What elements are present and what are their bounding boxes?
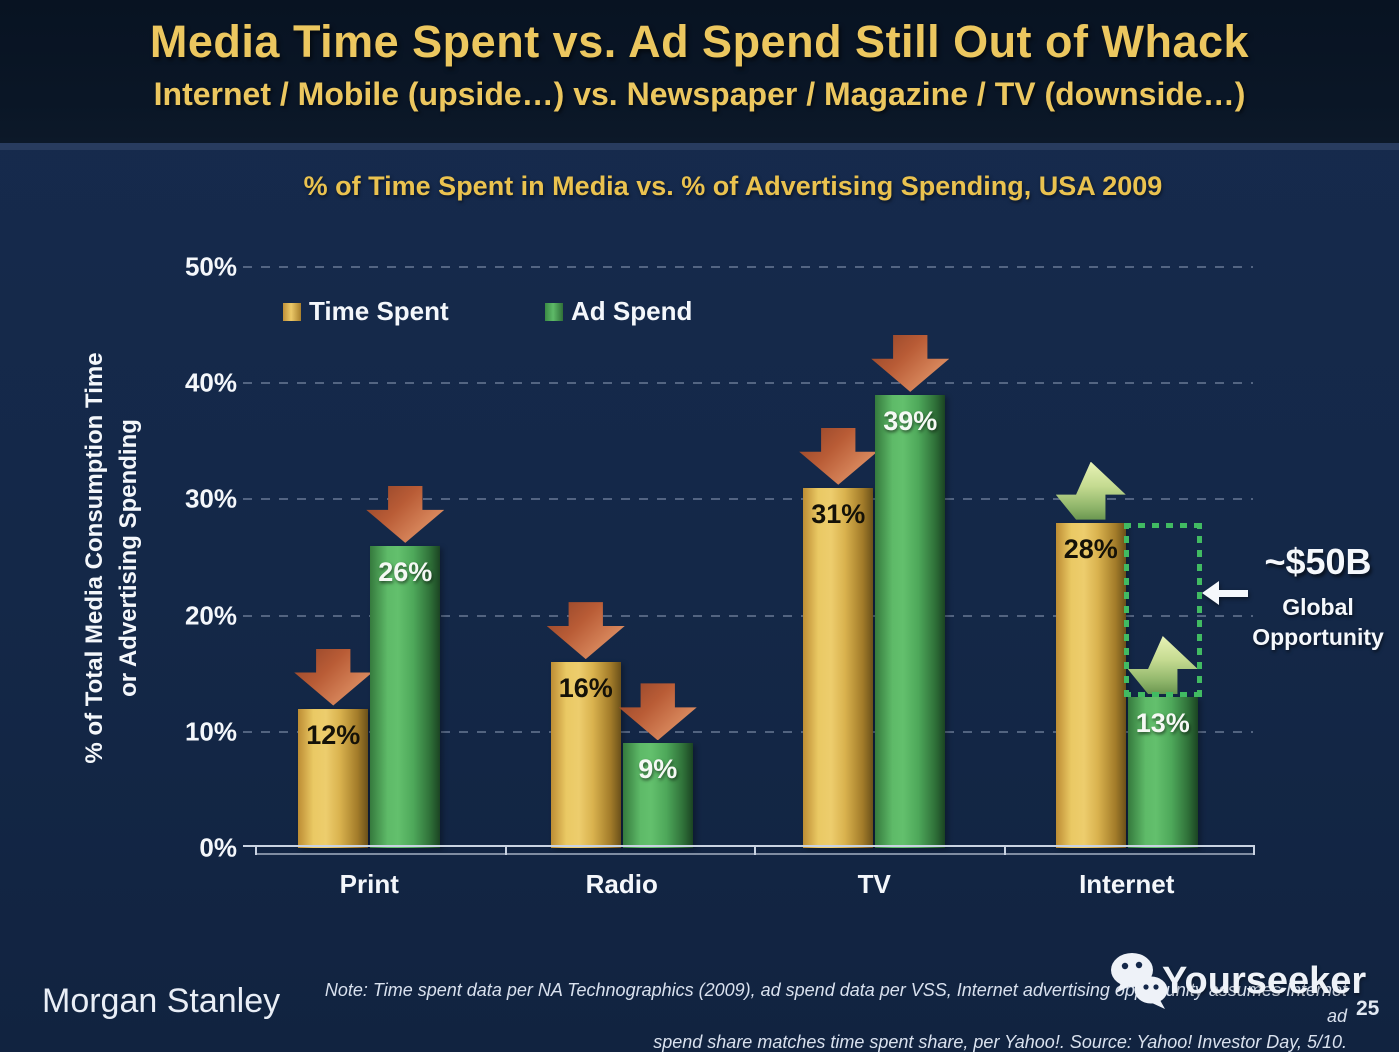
y-axis-tick-label: 20% (184, 600, 237, 631)
bar-value-label-print-ad-spend: 26% (378, 556, 433, 587)
slide-title: Media Time Spent vs. Ad Spend Still Out … (149, 16, 1250, 67)
annotation-arrow-shaft (1215, 590, 1248, 597)
x-axis-category-label-radio: Radio (585, 869, 658, 899)
gridline (243, 382, 1253, 385)
bar-tv-ad-spend (875, 394, 946, 848)
bar-value-label-radio-ad-spend: 9% (638, 754, 678, 785)
y-axis-tick-label: 0% (199, 832, 237, 863)
trend-down-arrow-icon (366, 485, 445, 543)
opportunity-dotted-box (1123, 522, 1202, 697)
y-axis-title-line2: or Advertising Spending (115, 419, 142, 697)
legend-swatch-gold-icon (283, 302, 301, 321)
y-axis-tick-label: 50% (184, 251, 237, 282)
bar-value-label-internet-time-spent: 28% (1063, 533, 1118, 564)
y-axis-tick-label: 10% (184, 716, 237, 747)
legend-item-time-spent: Time Spent (283, 296, 449, 327)
x-axis-category-label-tv: TV (857, 869, 891, 899)
trend-up-arrow-icon (1055, 461, 1126, 520)
y-axis-title: % of Total Media Consumption Time or Adv… (78, 352, 146, 763)
legend-swatch-green-icon (545, 302, 563, 321)
y-axis-title-line1: % of Total Media Consumption Time (81, 352, 108, 764)
opportunity-value: ~$50B (1264, 541, 1372, 582)
bar-radio-time-spent (550, 662, 621, 848)
gridline (243, 266, 1253, 268)
y-axis-tick-label: 30% (184, 483, 237, 514)
bar-print-ad-spend (370, 545, 441, 848)
legend-label-ad-spend: Ad Spend (571, 296, 693, 326)
x-axis-tick (1003, 845, 1006, 855)
annotation-left-arrow-icon (1202, 581, 1248, 605)
x-axis-line (243, 845, 1253, 847)
header-band (0, 0, 1399, 143)
opportunity-label-line2: Opportunity (1252, 624, 1384, 650)
x-axis-tick (504, 845, 507, 855)
x-axis-tick (255, 845, 257, 855)
source-note-line1: Note: Time spent data per NA Technograph… (324, 980, 1347, 1026)
trend-down-arrow-icon (294, 648, 373, 706)
bar-value-label-internet-ad-spend: 13% (1135, 707, 1190, 738)
x-axis-category-label-print: Print (339, 869, 399, 899)
bar-radio-ad-spend (622, 743, 693, 848)
gridline (243, 498, 1253, 501)
x-axis-tick (1253, 845, 1255, 855)
gridline (243, 730, 1253, 733)
x-axis-category-label-internet: Internet (1079, 869, 1175, 899)
source-note-line2: spend share matches time spent share, pe… (653, 1032, 1347, 1052)
watermark-text: Yourseeker (1162, 959, 1367, 1002)
gridline (243, 614, 1253, 617)
bar-tv-time-spent (803, 487, 874, 848)
trend-down-arrow-icon (546, 602, 625, 660)
bar-value-label-print-time-spent: 12% (306, 719, 361, 750)
bar-value-label-tv-time-spent: 31% (811, 498, 866, 529)
source-note: Note: Time spent data per NA Technograph… (307, 977, 1347, 1052)
bar-internet-ad-spend (1127, 696, 1198, 848)
opportunity-label-line1: Global (1282, 594, 1354, 620)
bar-internet-time-spent (1055, 522, 1126, 848)
legend-item-ad-spend: Ad Spend (545, 296, 692, 327)
bar-print-time-spent (298, 708, 369, 848)
slide-subtitle: Internet / Mobile (upside…) vs. Newspape… (153, 76, 1246, 112)
watermark: Yourseeker (1106, 950, 1366, 1012)
x-axis-tick (754, 845, 756, 855)
page-number: 25 (1356, 997, 1380, 1020)
y-axis-tick-label: 40% (184, 367, 237, 398)
wechat-icon (1111, 953, 1168, 1009)
chart-title: % of Time Spent in Media vs. % of Advert… (303, 171, 1163, 201)
header-divider (0, 143, 1399, 150)
bar-value-label-radio-time-spent: 16% (558, 673, 613, 704)
legend-label-time-spent: Time Spent (309, 296, 449, 326)
bar-value-label-tv-ad-spend: 39% (883, 405, 938, 436)
morgan-stanley-logo: Morgan Stanley (42, 982, 281, 1020)
